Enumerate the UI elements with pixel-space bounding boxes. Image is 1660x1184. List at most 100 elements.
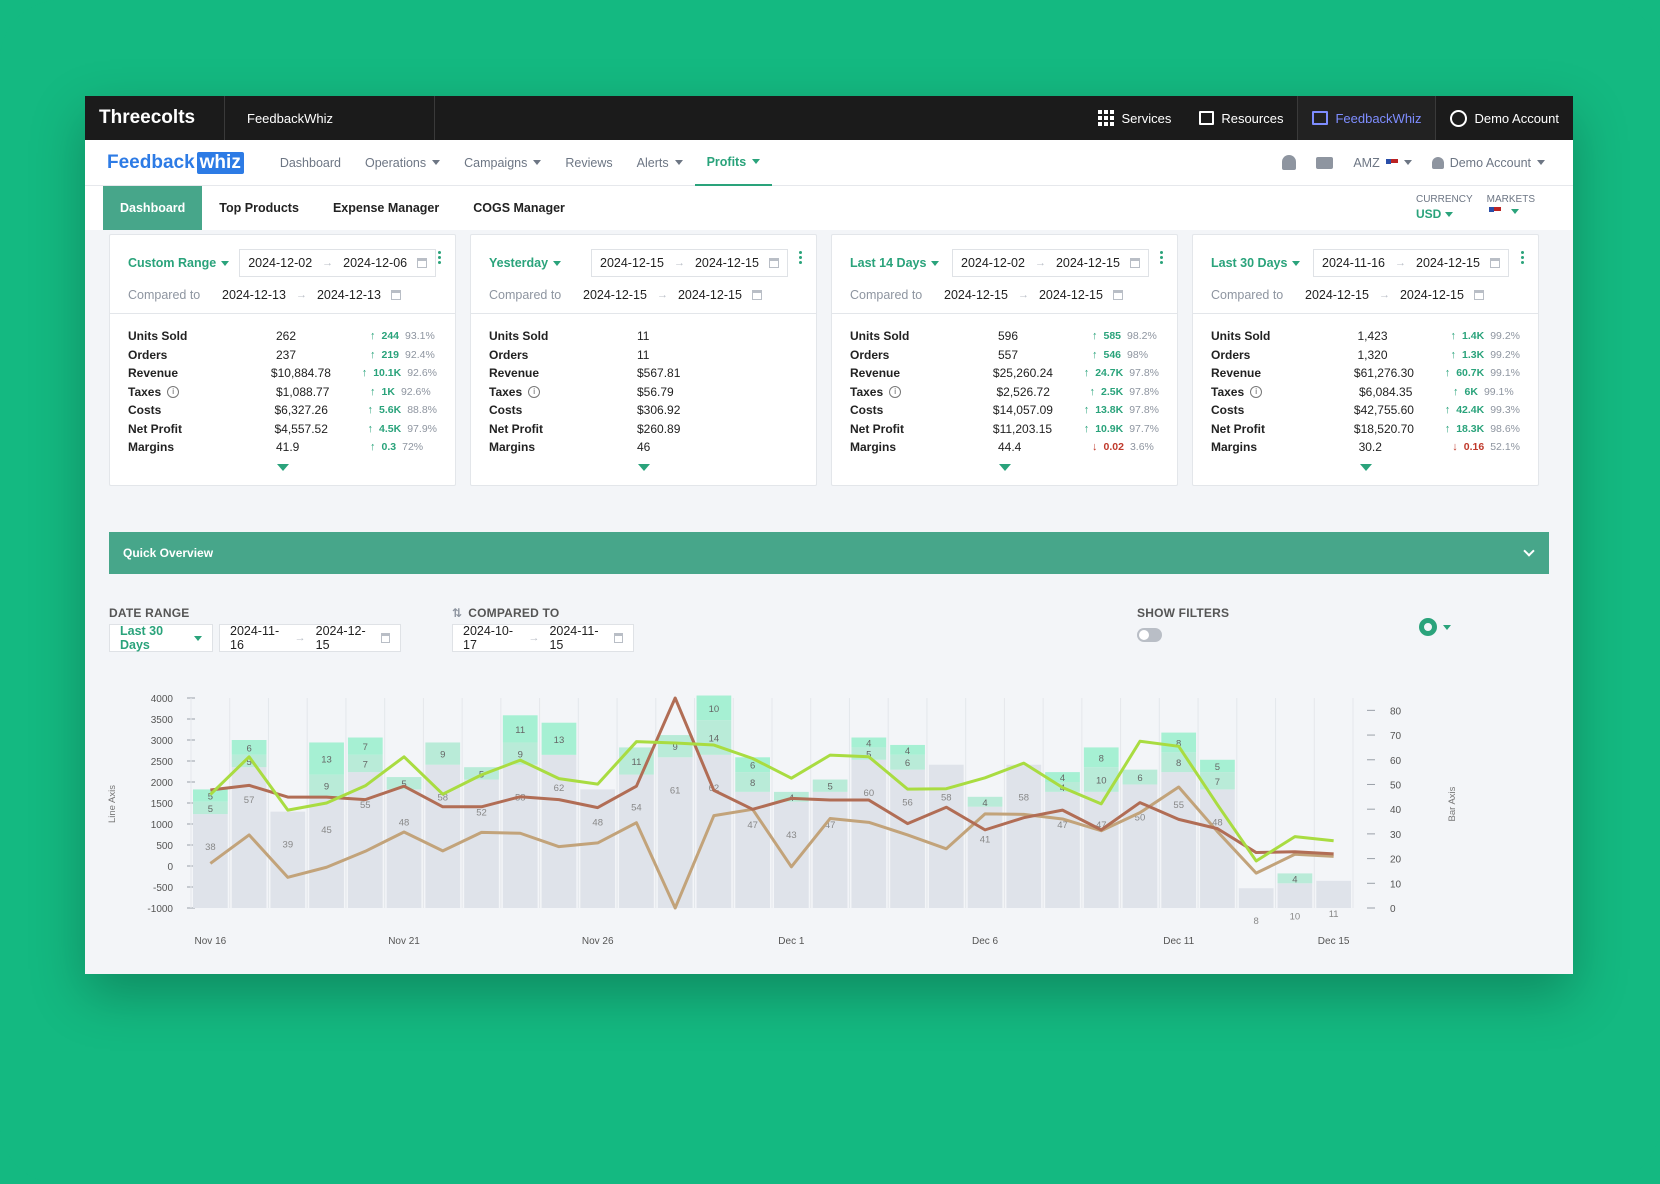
feedbackwhiz-button[interactable]: FeedbackWhiz [1297,96,1437,140]
expand-card-icon[interactable] [1359,464,1372,471]
date-range-picker[interactable]: 2024-11-16 → 2024-12-15 [219,624,401,652]
combo-chart: 40003500300025002000150010005000-500-100… [107,694,1458,947]
compared-to[interactable]: 2024-12-13 [316,288,381,302]
metric-row: Margins 30.2 ↓ 0.16 52.1% [1211,438,1520,457]
metrics-list: Units Sold 596 ↑ 585 98.2% Orders 557 ↑ 546… [832,314,1177,457]
bar-gray-label: 47 [1057,820,1068,831]
user-menu[interactable]: Demo Account [1431,156,1545,170]
app-switcher[interactable]: FeedbackWhiz [225,96,435,140]
services-button[interactable]: Services [1084,96,1185,140]
date-picker[interactable]: 2024-12-02 → 2024-12-15 [952,249,1149,277]
expand-card-icon[interactable] [276,464,289,471]
bar-green-b-label: 11 [631,757,641,768]
expand-card-icon[interactable] [998,464,1011,471]
currency-select[interactable]: CURRENCY USD [1416,194,1473,230]
arrow-up-icon: ↑ [367,422,374,435]
compared-to[interactable]: 2024-12-15 [1038,288,1103,302]
bar-green-b [812,779,848,792]
summary-card: Custom Range 2024-12-02 → 2024-12-06 Compa… [109,234,456,486]
calendar-icon[interactable] [1112,290,1123,300]
metric-row: Units Sold 11 [489,327,798,346]
left-tick-label: 1500 [151,799,174,810]
metric-change: 60.7K [1456,367,1485,380]
info-icon[interactable]: i [1250,385,1263,398]
calendar-icon[interactable] [390,290,401,300]
nav-profits[interactable]: Profits [694,140,773,186]
bar-green-a [851,737,887,748]
metric-change: 546 [1103,348,1122,361]
bar-green-a [735,757,770,773]
arrow-down-icon: ↓ [1452,441,1458,454]
show-filters-toggle[interactable] [1137,628,1162,642]
range-select[interactable]: Last 14 Days [850,256,942,270]
compared-to[interactable]: 2024-12-15 [677,288,742,302]
x-tick-label: Dec 15 [1318,936,1350,947]
metric-value: 1,423 [1357,329,1388,344]
bar-gray [193,814,228,908]
info-icon[interactable]: i [528,385,541,398]
more-options-icon[interactable] [438,251,441,264]
compared-from[interactable]: 2024-12-13 [222,288,286,302]
range-label: Last 30 Days [1211,256,1288,270]
bell-icon[interactable] [1282,155,1297,170]
compared-from[interactable]: 2024-12-15 [944,288,1008,302]
date-picker[interactable]: 2024-11-16 → 2024-12-15 [1313,249,1509,277]
date-range-label: DATE RANGE [109,606,190,620]
nav-operations[interactable]: Operations [353,140,452,186]
bar-green-b-label: 4 [1292,874,1297,885]
mail-icon[interactable] [1316,156,1334,169]
nav-alerts[interactable]: Alerts [625,140,695,186]
sub-tabs: Dashboard Top Products Expense Manager C… [85,186,1573,230]
calendar-icon [768,258,779,268]
nav-campaigns[interactable]: Campaigns [452,140,553,186]
date-range-select[interactable]: Last 30 Days [109,624,213,652]
resources-button[interactable]: Resources [1185,96,1297,140]
metric-row: Net Profit $11,203.15 ↑ 10.9K 97.7% [850,420,1159,439]
range-select[interactable]: Yesterday [489,256,581,270]
left-tick-label: -500 [153,883,173,894]
nav-dashboard[interactable]: Dashboard [268,140,353,186]
logo-part-b: whiz [196,151,244,174]
compared-from[interactable]: 2024-12-15 [583,288,647,302]
tab-cogs-manager[interactable]: COGS Manager [473,201,565,215]
compared-from[interactable]: 2024-12-15 [1305,288,1369,302]
range-select[interactable]: Last 30 Days [1211,256,1303,270]
nav-reviews[interactable]: Reviews [553,140,624,186]
bar-gray-label: 55 [1173,800,1184,811]
metric-name: Margins [850,440,897,455]
info-icon[interactable]: i [889,385,902,398]
tab-dashboard[interactable]: Dashboard [103,186,203,230]
chart-settings-button[interactable] [1419,618,1451,636]
expand-card-icon[interactable] [637,464,650,471]
date-picker[interactable]: 2024-12-15 → 2024-12-15 [591,249,788,277]
marketplace-select[interactable]: AMZ [1353,156,1412,170]
arrow-right-icon: → [528,632,540,644]
metric-change: 42.4K [1456,404,1485,417]
feedbackwhiz-logo[interactable]: Feedback whiz [107,151,244,174]
more-options-icon[interactable] [1521,251,1524,264]
series-line-green [209,739,1334,863]
compared-range-picker[interactable]: 2024-10-17 → 2024-11-15 [452,624,634,652]
more-options-icon[interactable] [799,251,802,264]
calendar-icon[interactable] [751,290,762,300]
threecolts-logo[interactable]: Threecolts [85,96,225,140]
caret-down-icon [221,260,230,266]
calendar-icon[interactable] [1473,290,1484,300]
metric-name: Orders [850,347,890,362]
more-options-icon[interactable] [1160,251,1163,264]
caret-down-icon [1443,624,1451,630]
metric-name: Taxes [1211,384,1245,399]
metric-name: Orders [489,347,529,362]
compared-to[interactable]: 2024-12-15 [1399,288,1464,302]
compared-label: Compared to [128,288,201,302]
arrow-up-icon: ↑ [1083,422,1090,435]
markets-select[interactable]: MARKETS [1487,194,1535,230]
date-picker[interactable]: 2024-12-02 → 2024-12-06 [239,249,437,277]
account-button[interactable]: Demo Account [1436,96,1573,140]
tab-top-products[interactable]: Top Products [219,201,299,215]
metric-value: $260.89 [637,421,681,436]
quick-overview-header[interactable]: Quick Overview [109,532,1549,574]
info-icon[interactable]: i [167,385,180,398]
tab-expense-manager[interactable]: Expense Manager [332,201,440,215]
range-select[interactable]: Custom Range [128,256,230,270]
